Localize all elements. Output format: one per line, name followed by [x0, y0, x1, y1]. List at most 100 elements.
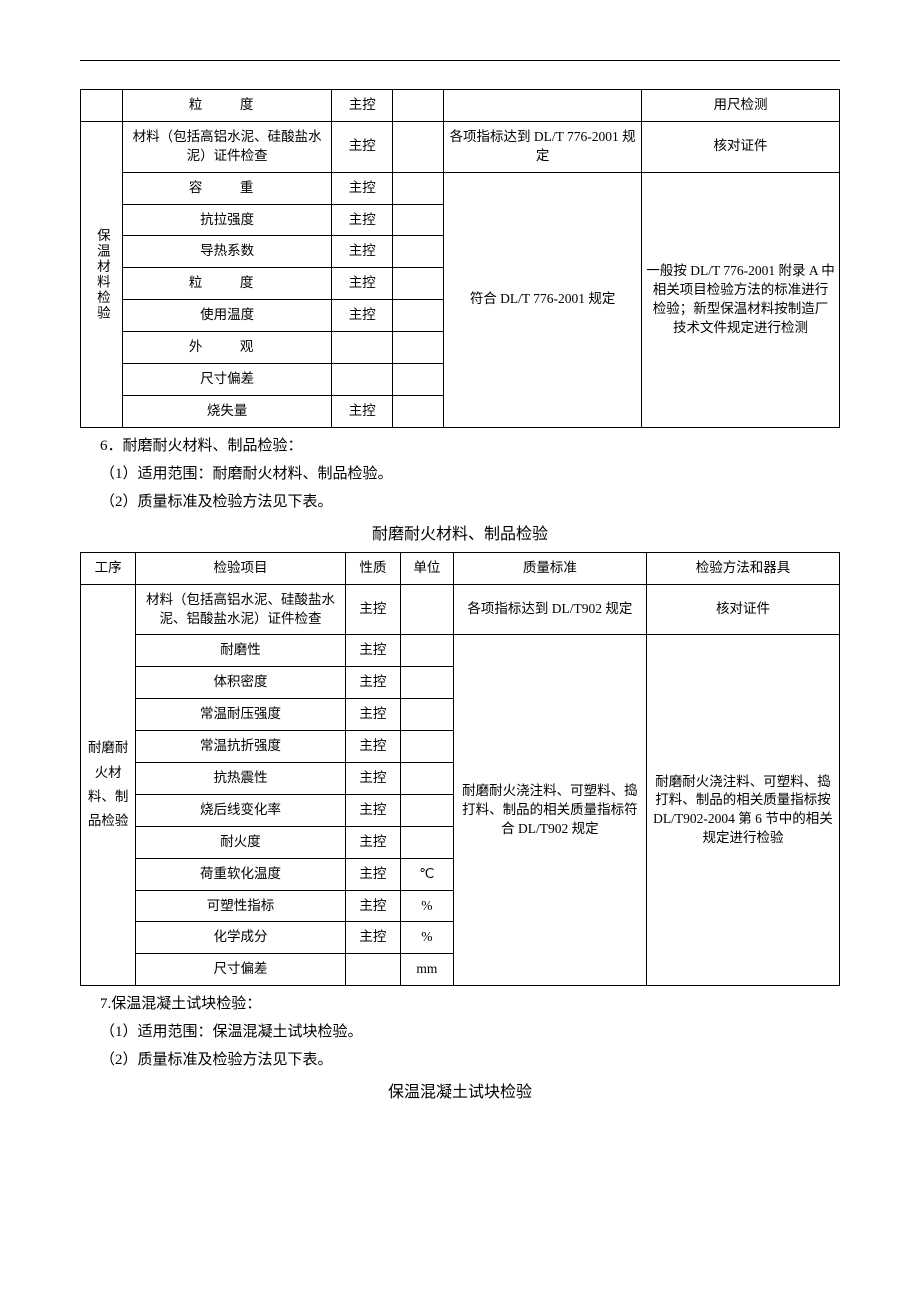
inspection-item: 体积密度: [136, 667, 346, 699]
unit: [392, 90, 443, 122]
inspection-item: 粒 度: [122, 268, 332, 300]
table-row: 保温材料检验 材料（包括高铝水泥、硅酸盐水泥）证件检查 主控 各项指标达到 DL…: [81, 121, 840, 172]
section7-title: 保温混凝土试块检验：: [111, 996, 261, 1012]
unit: [392, 268, 443, 300]
nature: 主控: [345, 667, 400, 699]
header-process: 工序: [81, 552, 136, 584]
inspection-item: 尺寸偏差: [122, 364, 332, 396]
nature: 主控: [332, 236, 393, 268]
nature: 主控: [332, 90, 393, 122]
group-label: 保温材料检验: [81, 121, 123, 427]
unit: [392, 300, 443, 332]
nature: 主控: [345, 584, 400, 635]
nature: 主控: [345, 826, 400, 858]
header-nature: 性质: [345, 552, 400, 584]
nature: 主控: [345, 731, 400, 763]
table-row: 粒 度 主控 用尺检测: [81, 90, 840, 122]
nature: 主控: [345, 858, 400, 890]
section6-title: 耐磨耐火材料、制品检验：: [123, 438, 303, 454]
unit: [400, 794, 453, 826]
inspection-item: 化学成分: [136, 922, 346, 954]
standard: 各项指标达到 DL/T902 规定: [453, 584, 646, 635]
inspection-item: 材料（包括高铝水泥、硅酸盐水泥、铝酸盐水泥）证件检查: [136, 584, 346, 635]
blank-cell: [81, 90, 123, 122]
group-label: 耐磨耐火材料、制品检验: [81, 584, 136, 986]
section7-heading: 7.保温混凝土试块检验：: [100, 992, 840, 1016]
inspection-item: 常温耐压强度: [136, 699, 346, 731]
inspection-item: 烧后线变化率: [136, 794, 346, 826]
nature: 主控: [332, 395, 393, 427]
section6-line1: （1）适用范围：耐磨耐火材料、制品检验。: [100, 462, 840, 486]
unit: [392, 332, 443, 364]
unit: [392, 121, 443, 172]
unit: [400, 667, 453, 699]
wear-resistant-refractory-table: 工序 检验项目 性质 单位 质量标准 检验方法和器具 耐磨耐火材料、制品检验 材…: [80, 552, 840, 986]
nature: 主控: [345, 794, 400, 826]
unit: [400, 584, 453, 635]
unit: %: [400, 922, 453, 954]
nature: 主控: [345, 635, 400, 667]
nature: 主控: [332, 172, 393, 204]
nature: 主控: [345, 922, 400, 954]
nature: 主控: [332, 121, 393, 172]
inspection-item: 耐火度: [136, 826, 346, 858]
table-row: 耐磨耐火材料、制品检验 材料（包括高铝水泥、硅酸盐水泥、铝酸盐水泥）证件检查 主…: [81, 584, 840, 635]
section6-heading: 6．耐磨耐火材料、制品检验：: [100, 434, 840, 458]
unit: [400, 826, 453, 858]
table3-title: 保温混凝土试块检验: [80, 1078, 840, 1102]
unit: %: [400, 890, 453, 922]
method: 核对证件: [642, 121, 840, 172]
method-merged: 耐磨耐火浇注料、可塑料、捣打料、制品的相关质量指标按 DL/T902-2004 …: [646, 635, 839, 986]
inspection-item: 抗拉强度: [122, 204, 332, 236]
inspection-item: 尺寸偏差: [136, 954, 346, 986]
table2-title: 耐磨耐火材料、制品检验: [80, 520, 840, 544]
table-row: 容 重 主控 符合 DL/T 776-2001 规定 一般按 DL/T 776-…: [81, 172, 840, 204]
nature: 主控: [332, 204, 393, 236]
unit: [392, 395, 443, 427]
unit: mm: [400, 954, 453, 986]
inspection-item: 容 重: [122, 172, 332, 204]
section6-num: 6．: [100, 438, 123, 454]
unit: [392, 204, 443, 236]
inspection-item: 导热系数: [122, 236, 332, 268]
nature: 主控: [345, 699, 400, 731]
inspection-item: 外 观: [122, 332, 332, 364]
inspection-item: 材料（包括高铝水泥、硅酸盐水泥）证件检查: [122, 121, 332, 172]
nature: [345, 954, 400, 986]
inspection-item: 使用温度: [122, 300, 332, 332]
header-unit: 单位: [400, 552, 453, 584]
inspection-item: 常温抗折强度: [136, 731, 346, 763]
inspection-item: 粒 度: [122, 90, 332, 122]
inspection-item: 烧失量: [122, 395, 332, 427]
top-horizontal-rule: [80, 60, 840, 61]
header-method: 检验方法和器具: [646, 552, 839, 584]
table-row: 耐磨性 主控 耐磨耐火浇注料、可塑料、捣打料、制品的相关质量指标符合 DL/T9…: [81, 635, 840, 667]
section7-num: 7.: [100, 996, 111, 1012]
unit: [392, 364, 443, 396]
unit: [392, 236, 443, 268]
method: 核对证件: [646, 584, 839, 635]
insulation-material-inspection-table: 粒 度 主控 用尺检测 保温材料检验 材料（包括高铝水泥、硅酸盐水泥）证件检查 …: [80, 89, 840, 428]
standard-merged: 符合 DL/T 776-2001 规定: [444, 172, 642, 427]
unit: [400, 699, 453, 731]
standard-merged: 耐磨耐火浇注料、可塑料、捣打料、制品的相关质量指标符合 DL/T902 规定: [453, 635, 646, 986]
unit: ℃: [400, 858, 453, 890]
inspection-item: 抗热震性: [136, 763, 346, 795]
nature: 主控: [345, 890, 400, 922]
standard: [444, 90, 642, 122]
nature: 主控: [345, 763, 400, 795]
nature: 主控: [332, 300, 393, 332]
method: 用尺检测: [642, 90, 840, 122]
nature: [332, 364, 393, 396]
unit: [400, 731, 453, 763]
unit: [392, 172, 443, 204]
inspection-item: 可塑性指标: [136, 890, 346, 922]
header-standard: 质量标准: [453, 552, 646, 584]
nature: 主控: [332, 268, 393, 300]
inspection-item: 荷重软化温度: [136, 858, 346, 890]
inspection-item: 耐磨性: [136, 635, 346, 667]
method-merged: 一般按 DL/T 776-2001 附录 A 中相关项目检验方法的标准进行检验；…: [642, 172, 840, 427]
table-header-row: 工序 检验项目 性质 单位 质量标准 检验方法和器具: [81, 552, 840, 584]
section6-line2: （2）质量标准及检验方法见下表。: [100, 490, 840, 514]
section7-line1: （1）适用范围：保温混凝土试块检验。: [100, 1020, 840, 1044]
